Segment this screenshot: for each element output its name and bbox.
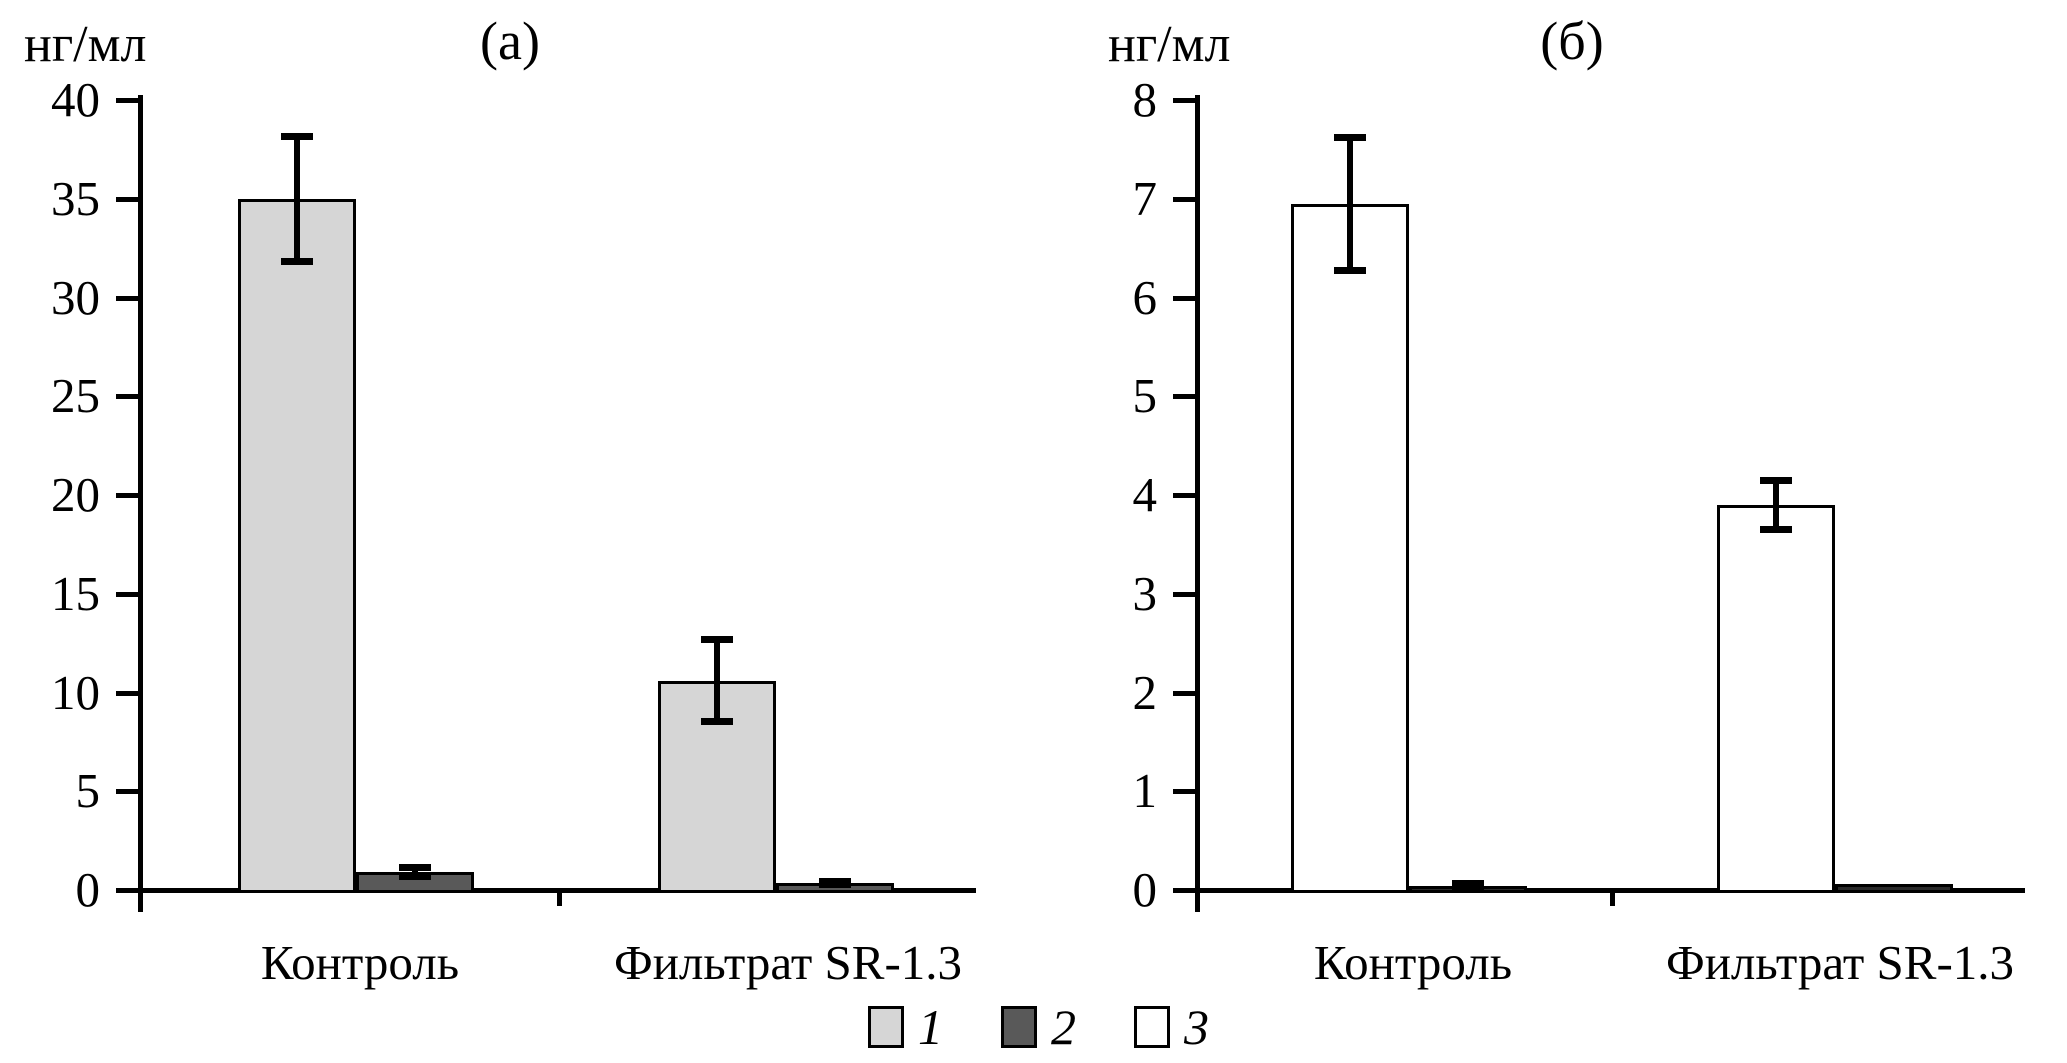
error-bar-cap-bottom: [1760, 526, 1792, 533]
y-tick-label: 1: [1132, 763, 1158, 818]
y-axis-tick: [1173, 98, 1198, 103]
y-tick-label: 30: [51, 270, 100, 325]
panel-a-category-control: Контроль: [260, 935, 460, 990]
y-tick-label: 25: [51, 368, 100, 423]
y-tick-label: 2: [1132, 665, 1158, 720]
error-bar-cap-bottom: [701, 718, 733, 725]
y-tick-label: 35: [51, 171, 100, 226]
y-tick-label: 5: [75, 763, 101, 818]
error-bar-line: [1347, 137, 1353, 271]
y-tick-label: 4: [1132, 467, 1158, 522]
x-axis-category-tick: [1610, 890, 1615, 906]
error-bar-cap-bottom: [281, 258, 313, 265]
y-axis-tick: [116, 394, 141, 399]
bar-series-3-filtrate: [1717, 505, 1835, 893]
y-tick-label: 3: [1132, 566, 1158, 621]
legend-item-2: 2: [1001, 1002, 1076, 1052]
panel-a-title: (а): [480, 11, 540, 71]
panel-b-title: (б): [1540, 11, 1604, 71]
legend-swatch-1: [868, 1006, 904, 1048]
legend-label-3: 3: [1184, 999, 1209, 1055]
legend-label-2: 2: [1051, 999, 1076, 1055]
panel-b-category-filtrate: Фильтрат SR-1.3: [1665, 935, 2015, 990]
legend-item-1: 1: [868, 1002, 943, 1052]
y-axis-tick: [1173, 592, 1198, 597]
y-axis-tick: [116, 296, 141, 301]
legend-item-3: 3: [1134, 1002, 1209, 1052]
bar-series-2-filtrate: [1835, 884, 1953, 893]
error-bar-line: [1773, 480, 1779, 530]
y-axis-tick: [1173, 493, 1198, 498]
panel-a-unit-label: нг/мл: [24, 16, 147, 73]
y-axis: [1195, 95, 1200, 912]
y-axis: [138, 95, 143, 912]
y-axis-tick: [116, 888, 141, 893]
error-bar-cap-top: [701, 636, 733, 643]
bar-series-1-control: [238, 199, 356, 893]
panel-b-unit-label: нг/мл: [1108, 16, 1231, 73]
legend-swatch-3: [1134, 1006, 1170, 1048]
error-bar-line: [714, 639, 720, 722]
error-bar-cap-top: [1334, 134, 1366, 141]
bar-series-1-filtrate: [658, 681, 776, 893]
chart-legend: 1 2 3: [868, 1002, 1209, 1052]
y-tick-label: 7: [1132, 171, 1158, 226]
y-tick-label: 10: [51, 665, 100, 720]
bar-series-3-control: [1291, 204, 1409, 893]
error-bar-cap-bottom: [1452, 886, 1484, 893]
y-tick-label: 0: [75, 862, 101, 917]
y-axis-tick: [116, 98, 141, 103]
y-tick-label: 15: [51, 566, 100, 621]
y-tick-label: 0: [1132, 862, 1158, 917]
error-bar-line: [412, 867, 418, 877]
error-bar-cap-top: [1452, 880, 1484, 887]
error-bar-cap-bottom: [399, 873, 431, 880]
y-tick-label: 40: [51, 72, 100, 127]
panel-a-category-filtrate: Фильтрат SR-1.3: [613, 935, 963, 990]
y-axis-tick: [1173, 789, 1198, 794]
error-bar-cap-bottom: [1334, 267, 1366, 274]
y-axis-tick: [116, 691, 141, 696]
error-bar-cap-top: [399, 864, 431, 871]
y-tick-label: 6: [1132, 270, 1158, 325]
y-axis-tick: [116, 592, 141, 597]
legend-swatch-2: [1001, 1006, 1037, 1048]
error-bar-cap-top: [1760, 477, 1792, 484]
y-tick-label: 5: [1132, 368, 1158, 423]
error-bar-cap-bottom: [819, 881, 851, 888]
y-axis-tick: [116, 493, 141, 498]
y-axis-tick: [116, 197, 141, 202]
legend-label-1: 1: [918, 999, 943, 1055]
y-axis-tick: [1173, 691, 1198, 696]
y-axis-tick: [1173, 296, 1198, 301]
y-axis-tick: [1173, 888, 1198, 893]
y-axis-tick: [1173, 197, 1198, 202]
x-axis-category-tick: [557, 890, 562, 906]
y-tick-label: 8: [1132, 72, 1158, 127]
panel-b-category-control: Контроль: [1313, 935, 1513, 990]
y-axis-tick: [116, 789, 141, 794]
error-bar-line: [294, 136, 300, 262]
error-bar-cap-top: [281, 133, 313, 140]
y-tick-label: 20: [51, 467, 100, 522]
y-axis-tick: [1173, 394, 1198, 399]
